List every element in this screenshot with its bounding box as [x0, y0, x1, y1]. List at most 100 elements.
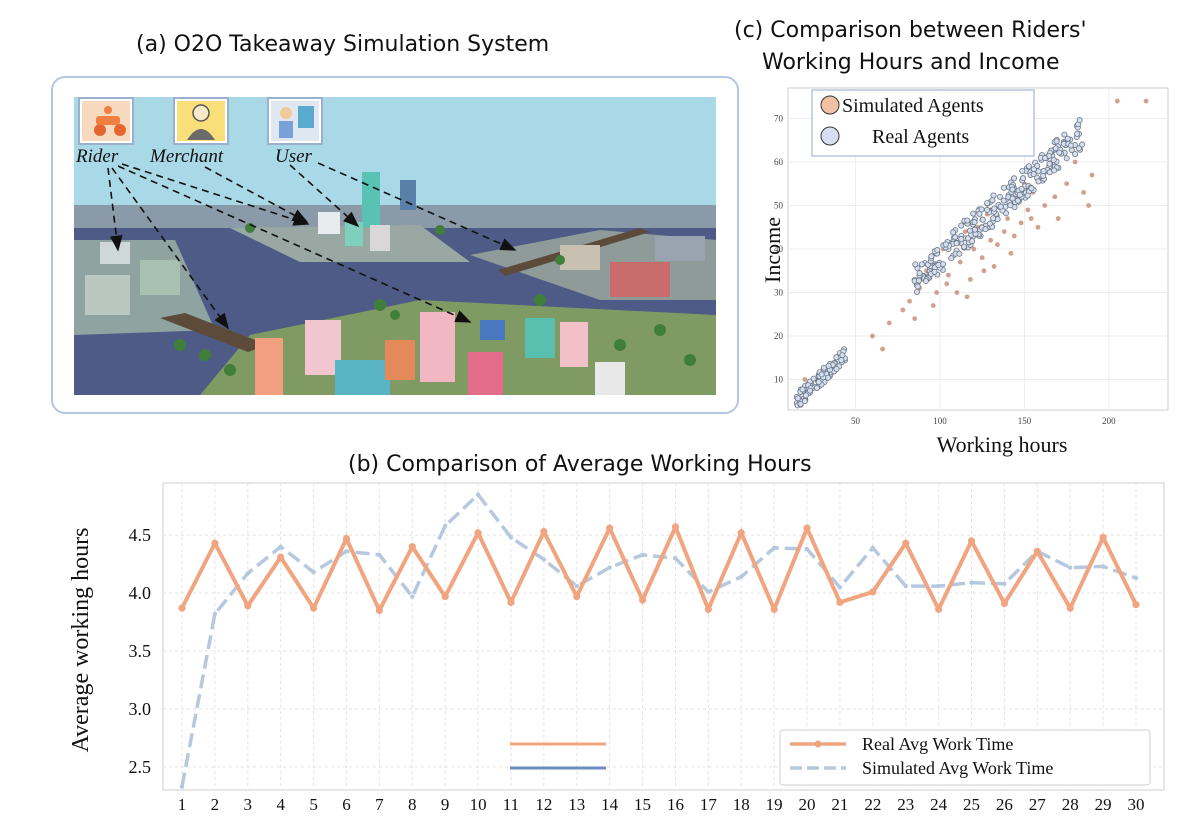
scatter-point-simulated: [1072, 159, 1078, 165]
scatter-point-simulated: [957, 259, 963, 265]
scatter-point-simulated: [802, 377, 808, 382]
panel-c-title-line1: (c) Comparison between Riders': [734, 18, 1087, 43]
line-xtick-label: 17: [700, 795, 718, 814]
point-real: [1132, 601, 1140, 609]
point-real: [573, 592, 581, 601]
scatter-xtick-label: 50: [851, 416, 861, 426]
line-xtick-label: 4: [276, 795, 285, 814]
line-xtick-label: 6: [342, 795, 351, 814]
line-xtick-label: 25: [963, 795, 980, 814]
legend-label-simulated: Simulated Agents: [842, 95, 984, 117]
point-simulated: [607, 565, 612, 570]
point-simulated: [1002, 581, 1007, 586]
line-xtick-label: 26: [996, 795, 1013, 814]
scatter-point-real: [1046, 160, 1053, 167]
scatter-point-simulated: [995, 242, 1000, 248]
line-xtick-label: 29: [1095, 795, 1112, 814]
scatter-point-real: [833, 354, 840, 361]
point-simulated: [179, 784, 185, 789]
point-simulated: [673, 556, 678, 561]
point-simulated: [903, 583, 908, 589]
simulation-panel-frame: [51, 76, 739, 414]
point-simulated: [837, 585, 843, 590]
scatter-point-real: [982, 226, 989, 233]
scatter-point-real: [964, 217, 971, 224]
line-xtick-label: 20: [799, 795, 816, 814]
scatter-point-real: [958, 236, 965, 243]
role-label-user: User: [275, 146, 312, 167]
point-simulated: [212, 611, 218, 617]
scatter-point-real: [1019, 167, 1026, 174]
point-real: [408, 543, 416, 551]
point-simulated: [936, 583, 941, 589]
point-real: [1033, 547, 1041, 555]
scatter-point-real: [1009, 186, 1016, 193]
scatter-point-real: [942, 241, 949, 248]
scatter-ytick-label: 20: [774, 331, 784, 341]
scatter-point-real: [986, 220, 993, 227]
scatter-point-simulated: [1035, 224, 1041, 230]
scatter-point-real: [1053, 138, 1060, 145]
line-xtick-label: 2: [211, 795, 220, 814]
line-xtick-label: 7: [375, 795, 384, 814]
scatter-point-simulated: [1008, 250, 1014, 256]
scatter-point-real: [799, 386, 806, 393]
scatter-point-simulated: [962, 229, 968, 234]
point-real: [638, 596, 647, 604]
scatter-point-real: [958, 222, 965, 229]
scatter-point-real: [1056, 149, 1063, 156]
scatter-point-simulated: [964, 294, 970, 300]
scatter-point-simulated: [1052, 194, 1058, 200]
point-real: [375, 606, 383, 615]
line-xtick-label: 5: [309, 795, 318, 814]
scatter-point-real: [996, 193, 1003, 200]
scatter-point-simulated: [1011, 233, 1017, 239]
scatter-point-simulated: [1005, 216, 1010, 221]
scatter-point-simulated: [907, 298, 912, 304]
scatter-point-real: [797, 400, 804, 407]
scatter-point-real: [1079, 141, 1086, 148]
scatter-point-real: [912, 261, 919, 268]
scatter-point-simulated: [1055, 216, 1061, 221]
scatter-point-real: [1076, 117, 1083, 124]
scatter-point-simulated: [979, 255, 985, 261]
scatter-point-real: [1051, 167, 1058, 174]
scatter-point-simulated: [1064, 181, 1070, 187]
scatter-point-real: [950, 229, 957, 236]
scatter-point-real: [1009, 195, 1016, 202]
line-xtick-label: 11: [503, 795, 519, 814]
scatter-point-simulated: [912, 316, 918, 322]
scatter-point-real: [1030, 171, 1037, 178]
point-real: [540, 528, 548, 536]
scatter-point-simulated: [870, 333, 875, 339]
scatter-ytick-label: 30: [774, 288, 784, 298]
point-real: [737, 529, 745, 537]
role-label-merchant: Merchant: [150, 146, 224, 167]
scatter-point-real: [1074, 130, 1081, 137]
scatter-point-real: [833, 365, 840, 372]
scatter-point-simulated: [991, 264, 997, 269]
point-simulated: [278, 544, 283, 549]
role-label-rider: Rider: [76, 146, 119, 167]
scatter-point-real: [1042, 155, 1049, 162]
point-simulated: [870, 545, 876, 551]
scatter-point-real: [801, 398, 808, 405]
scatter-point-real: [1020, 175, 1027, 182]
point-real: [704, 605, 712, 613]
scatter-point-real: [1063, 155, 1070, 162]
scatter-point-real: [1050, 156, 1057, 163]
point-simulated: [245, 571, 250, 576]
legend-marker-real: [814, 740, 822, 748]
scatter-point-real: [1040, 168, 1047, 175]
point-simulated: [574, 583, 579, 589]
panel-a-title: (a) O2O Takeaway Simulation System: [136, 32, 550, 57]
point-real: [1099, 533, 1107, 542]
point-real: [474, 529, 482, 537]
point-real: [1000, 599, 1009, 608]
line-xtick-label: 30: [1128, 795, 1145, 814]
scatter-point-simulated: [930, 303, 936, 308]
scatter-point-real: [825, 362, 832, 369]
point-simulated: [706, 589, 711, 595]
scatter-ytick-label: 70: [774, 113, 784, 123]
point-simulated: [1133, 575, 1139, 581]
